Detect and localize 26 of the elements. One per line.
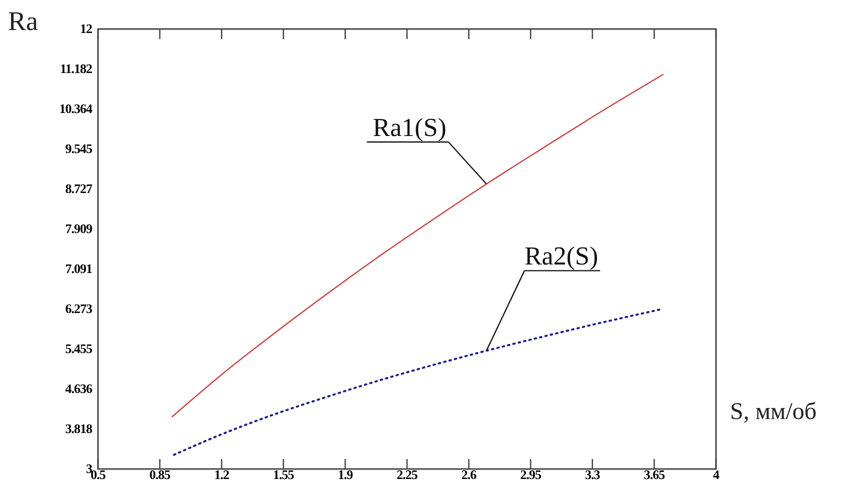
y-tick-label: 10.364	[59, 101, 93, 116]
x-tick-label: 2.95	[520, 467, 542, 482]
x-tick-label: 0.5	[90, 467, 106, 482]
x-tick-label: 1.55	[273, 467, 295, 482]
y-tick-label: 3.818	[65, 421, 93, 436]
series-label: Ra2(S)	[524, 242, 598, 271]
y-tick-label: 4.636	[65, 381, 93, 396]
y-tick-label: 5.455	[65, 341, 93, 356]
x-tick-label: 1.2	[214, 467, 229, 482]
x-tick-label: 2.6	[461, 467, 478, 482]
y-tick-label: 6.273	[65, 301, 93, 316]
y-tick-label: 11.182	[60, 61, 92, 76]
x-tick-label: 1.9	[338, 467, 354, 482]
y-tick-label: 12	[80, 21, 92, 36]
text: Ra1(S)	[372, 112, 446, 142]
y-axis-title: Ra	[8, 6, 38, 36]
x-axis-title: S, мм/об	[730, 399, 817, 425]
y-tick-label: 9.545	[65, 141, 93, 156]
x-tick-label: 0.85	[149, 467, 172, 482]
y-tick-label: 7.091	[65, 261, 92, 276]
x-tick-label: 4	[713, 467, 720, 482]
x-tick-label: 2.25	[396, 467, 418, 482]
y-tick-label: 8.727	[65, 181, 93, 196]
x-tick-label: 3.65	[644, 467, 666, 482]
x-tick-label: 3.3	[585, 467, 601, 482]
y-tick-label: 7.909	[65, 221, 93, 236]
